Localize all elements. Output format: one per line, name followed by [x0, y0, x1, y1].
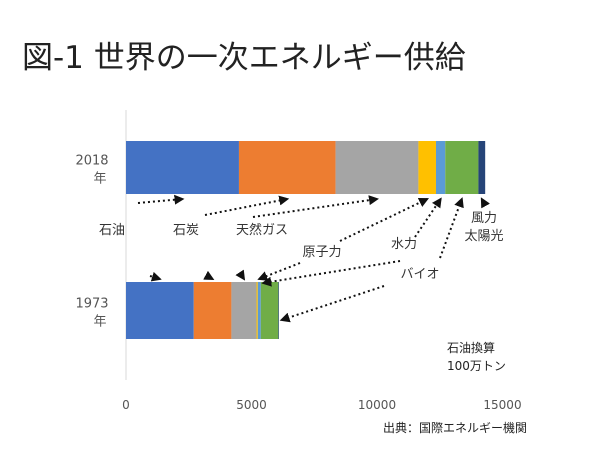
bar-1973-series-3: [256, 282, 258, 339]
arrow-to-1973-2: [235, 269, 246, 281]
series-label-0: 石油: [99, 223, 125, 238]
series-label-6-0: 風力: [471, 211, 497, 226]
unit-note-line2: 100万トン: [447, 359, 506, 373]
category-suffix-1973: 年: [93, 315, 106, 330]
arrow-to-1973-1: [203, 270, 215, 280]
bar-2018-series-2: [335, 141, 419, 194]
arrow-to-2018-5: [439, 197, 464, 259]
bar-1973-series-4: [257, 282, 261, 339]
x-tick-15000: 15000: [483, 398, 521, 412]
category-label-2018: 2018: [75, 154, 108, 169]
arrow-to-2018-2: [252, 195, 379, 218]
bar-2018-series-1: [238, 141, 336, 194]
bars: [126, 141, 486, 339]
arrow-to-2018-0: [137, 194, 185, 205]
bar-1973-series-1: [193, 282, 232, 339]
bar-2018-series-4: [435, 141, 446, 194]
arrow-to-2018-1: [204, 195, 290, 216]
category-label-1973: 1973: [75, 297, 108, 312]
x-tick-5000: 5000: [236, 398, 267, 412]
arrow-to-2018-6: [480, 197, 491, 209]
series-label-2: 天然ガス: [236, 222, 288, 238]
series-label-4: 水力: [391, 237, 417, 252]
bar-2018-series-6: [478, 141, 486, 194]
series-label-3: 原子力: [302, 245, 341, 260]
bar-1973-series-6: [278, 282, 279, 339]
callout-arrows: [137, 194, 491, 323]
arrow-to-1973-3: [257, 262, 301, 281]
bar-2018-series-0: [126, 141, 239, 194]
source-note: 出典：国際エネルギー機関: [383, 420, 527, 435]
arrow-to-2018-3: [339, 197, 430, 242]
bar-1973-series-5: [260, 282, 279, 339]
x-tick-0: 0: [122, 398, 130, 412]
category-labels: 2018 年 1973 年: [75, 154, 108, 330]
arrow-to-1973-5: [279, 285, 385, 323]
arrow-to-1973-4: [261, 260, 401, 287]
chart-title: 図-1 世界の一次エネルギー供給: [22, 40, 466, 76]
bar-2018-series-5: [445, 141, 479, 194]
series-label-6-1: 太陽光: [464, 229, 503, 244]
bar-1973-series-0: [126, 282, 194, 339]
x-tick-labels: 0 5000 10000 15000: [122, 398, 521, 412]
unit-note-line1: 石油換算: [447, 340, 495, 355]
bar-1973-series-2: [231, 282, 257, 339]
series-label-5: バイオ: [400, 267, 439, 282]
category-suffix-2018: 年: [93, 172, 106, 187]
arrow-to-1973-0: [149, 271, 162, 282]
bar-2018-series-3: [418, 141, 436, 194]
arrow-to-2018-4: [414, 197, 442, 238]
series-label-1: 石炭: [173, 223, 199, 238]
x-tick-10000: 10000: [358, 398, 396, 412]
